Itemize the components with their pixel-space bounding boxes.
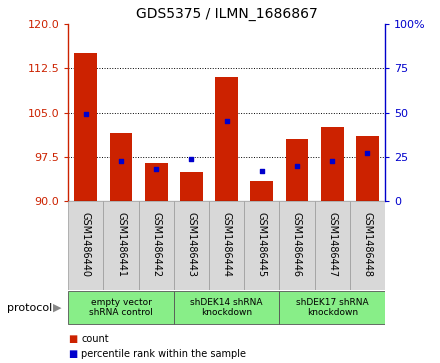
Point (153, 167, 160, 172)
Bar (250, 181, 273, 201)
Bar (145, 163, 168, 201)
Title: GDS5375 / ILMN_1686867: GDS5375 / ILMN_1686867 (136, 7, 318, 21)
Point (364, 151, 371, 156)
Text: shDEK17 shRNA
knockdown: shDEK17 shRNA knockdown (296, 298, 369, 317)
Bar (356, 136, 379, 201)
FancyBboxPatch shape (68, 291, 174, 324)
Text: count: count (81, 334, 109, 344)
Text: GSM1486441: GSM1486441 (116, 212, 126, 277)
Bar (180, 172, 203, 201)
Text: ▶: ▶ (53, 303, 62, 313)
Text: GSM1486448: GSM1486448 (363, 212, 372, 277)
Point (293, 163, 301, 169)
Text: GSM1486445: GSM1486445 (257, 212, 267, 277)
Text: GSM1486446: GSM1486446 (292, 212, 302, 277)
Bar (286, 139, 308, 201)
Text: empty vector
shRNA control: empty vector shRNA control (89, 298, 153, 317)
Point (188, 156, 195, 162)
Bar (215, 77, 238, 201)
FancyBboxPatch shape (209, 201, 244, 290)
Text: GSM1486447: GSM1486447 (327, 212, 337, 277)
Text: protocol: protocol (7, 303, 52, 313)
FancyBboxPatch shape (244, 201, 279, 290)
FancyBboxPatch shape (139, 201, 174, 290)
Point (258, 168, 265, 174)
Text: GSM1486443: GSM1486443 (187, 212, 196, 277)
Point (223, 118, 230, 124)
Text: GSM1486444: GSM1486444 (222, 212, 231, 277)
Text: shDEK14 shRNA
knockdown: shDEK14 shRNA knockdown (191, 298, 263, 317)
FancyBboxPatch shape (315, 201, 350, 290)
FancyBboxPatch shape (350, 201, 385, 290)
Text: ■: ■ (68, 349, 77, 359)
FancyBboxPatch shape (103, 201, 139, 290)
Bar (321, 127, 344, 201)
FancyBboxPatch shape (174, 291, 279, 324)
FancyBboxPatch shape (279, 291, 385, 324)
Point (329, 158, 336, 163)
Point (82, 111, 89, 117)
Point (117, 158, 125, 163)
Text: GSM1486442: GSM1486442 (151, 212, 161, 277)
FancyBboxPatch shape (68, 201, 103, 290)
Text: ■: ■ (68, 334, 77, 344)
Bar (110, 133, 132, 201)
Bar (74, 53, 97, 201)
Text: GSM1486440: GSM1486440 (81, 212, 91, 277)
FancyBboxPatch shape (279, 201, 315, 290)
FancyBboxPatch shape (174, 201, 209, 290)
Text: percentile rank within the sample: percentile rank within the sample (81, 349, 246, 359)
